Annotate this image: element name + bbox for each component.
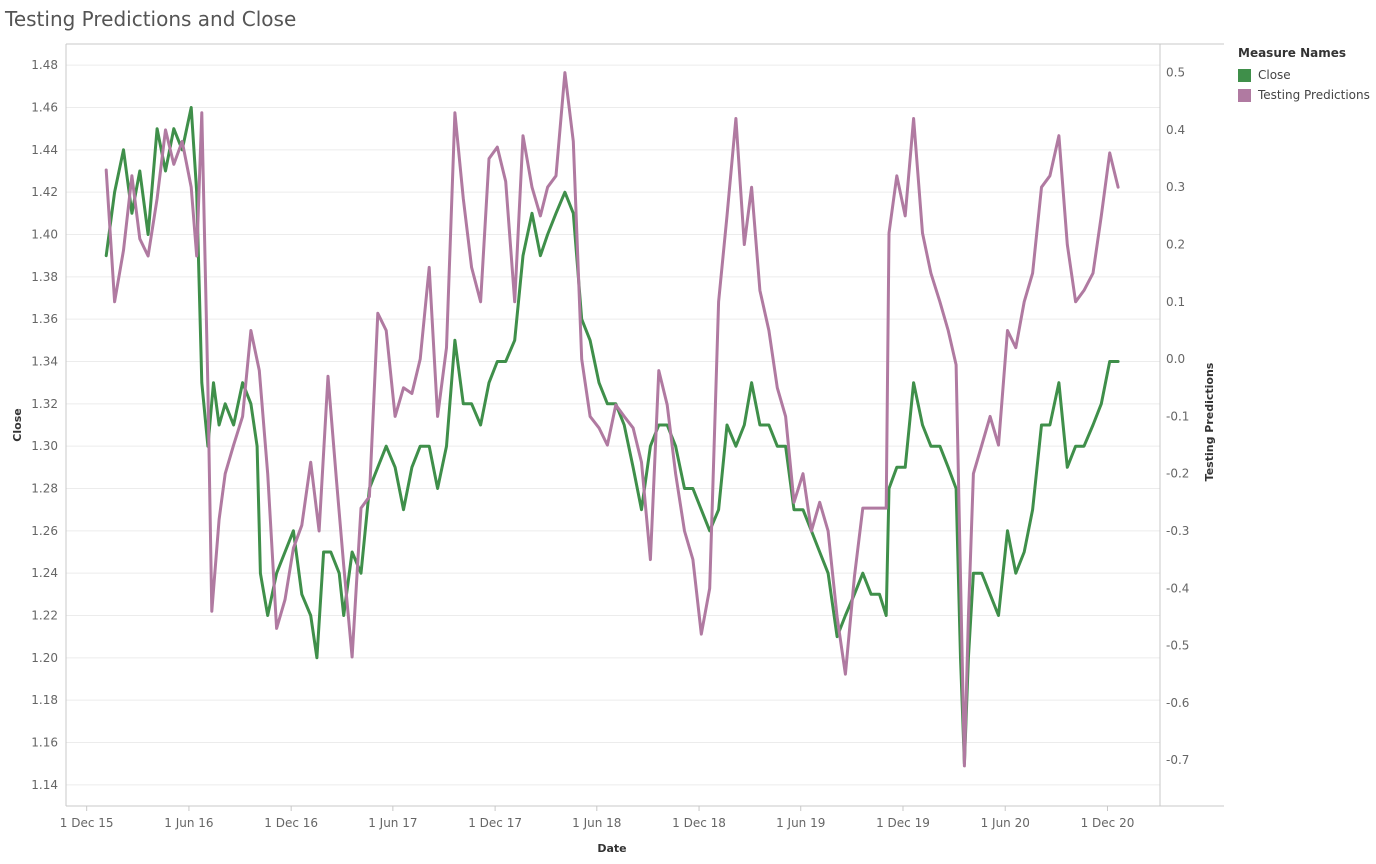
x-tick-label: 1 Dec 15	[60, 816, 114, 830]
right-axis-ticks: -0.7 -0.6 -0.5 -0.4 -0.3 -0.2 -0.1 0.0 0.1 0.2 0.3…	[1166, 66, 1189, 768]
right-tick-label: 0.3	[1166, 180, 1185, 194]
x-tick-label: 1 Dec 20	[1081, 816, 1135, 830]
legend-title: Measure Names	[1238, 46, 1347, 60]
left-tick-label: 1.36	[31, 312, 58, 326]
x-tick-label: 1 Dec 17	[468, 816, 522, 830]
left-tick-label: 1.48	[31, 58, 58, 72]
x-tick-label: 1 Dec 19	[876, 816, 930, 830]
right-tick-label: 0.2	[1166, 238, 1185, 252]
right-tick-label: -0.2	[1166, 467, 1189, 481]
left-tick-label: 1.28	[31, 482, 58, 496]
x-tick-label: 1 Dec 16	[264, 816, 318, 830]
left-axis-ticks: 1.14 1.16 1.18 1.20 1.22 1.24 1.26 1.28 1.30 1.32…	[31, 58, 58, 792]
left-tick-label: 1.18	[31, 693, 58, 707]
legend-item-testing-predictions[interactable]: Testing Predictions	[1238, 85, 1370, 105]
right-tick-label: 0.5	[1166, 66, 1185, 80]
left-tick-label: 1.26	[31, 524, 58, 538]
chart-title: Testing Predictions and Close	[5, 7, 297, 31]
x-tick-label: 1 Dec 18	[672, 816, 726, 830]
legend-item-close[interactable]: Close	[1238, 65, 1370, 85]
left-tick-label: 1.32	[31, 397, 58, 411]
series-layer	[104, 71, 1120, 768]
x-tick-label: 1 Jun 17	[368, 816, 417, 830]
right-tick-label: -0.5	[1166, 639, 1189, 653]
right-tick-label: 0.0	[1166, 352, 1185, 366]
x-tick-label: 1 Jun 18	[572, 816, 621, 830]
left-tick-label: 1.14	[31, 778, 58, 792]
left-tick-label: 1.42	[31, 185, 58, 199]
x-tick-label: 1 Jun 19	[776, 816, 825, 830]
plot-frame	[65, 43, 1224, 807]
right-tick-label: -0.4	[1166, 581, 1189, 595]
series-line-testing-predictions	[104, 71, 1120, 768]
left-tick-label: 1.30	[31, 439, 58, 453]
left-tick-label: 1.24	[31, 566, 58, 580]
left-tick-label: 1.34	[31, 355, 58, 369]
left-tick-label: 1.20	[31, 651, 58, 665]
right-tick-label: -0.6	[1166, 696, 1189, 710]
right-tick-label: -0.1	[1166, 409, 1189, 423]
left-tick-label: 1.38	[31, 270, 58, 284]
right-tick-label: -0.7	[1166, 753, 1189, 767]
left-axis-title: Close	[11, 408, 24, 441]
legend-label-close: Close	[1258, 68, 1291, 82]
x-tick-label: 1 Jun 16	[164, 816, 213, 830]
right-tick-label: -0.3	[1166, 524, 1189, 538]
left-tick-label: 1.46	[31, 101, 58, 115]
x-axis-title: Date	[597, 842, 626, 855]
legend-swatch-testing-predictions	[1238, 88, 1251, 102]
right-axis-title: Testing Predictions	[1203, 362, 1216, 481]
x-tick-label: 1 Jun 20	[981, 816, 1030, 830]
left-tick-label: 1.16	[31, 736, 58, 750]
legend-swatch-close	[1238, 68, 1251, 82]
left-tick-label: 1.22	[31, 609, 58, 623]
right-tick-label: 0.4	[1166, 123, 1185, 137]
x-axis-ticks: 1 Dec 15 1 Jun 16 1 Dec 16 1 Jun 17 1 Dec 17…	[60, 806, 1135, 830]
series-line-close	[104, 106, 1120, 766]
right-tick-label: 0.1	[1166, 295, 1185, 309]
legend: Measure Names Close Testing Predictions	[1238, 46, 1370, 105]
legend-label-testing-predictions: Testing Predictions	[1258, 88, 1370, 102]
left-tick-label: 1.40	[31, 228, 58, 242]
left-tick-label: 1.44	[31, 143, 58, 157]
